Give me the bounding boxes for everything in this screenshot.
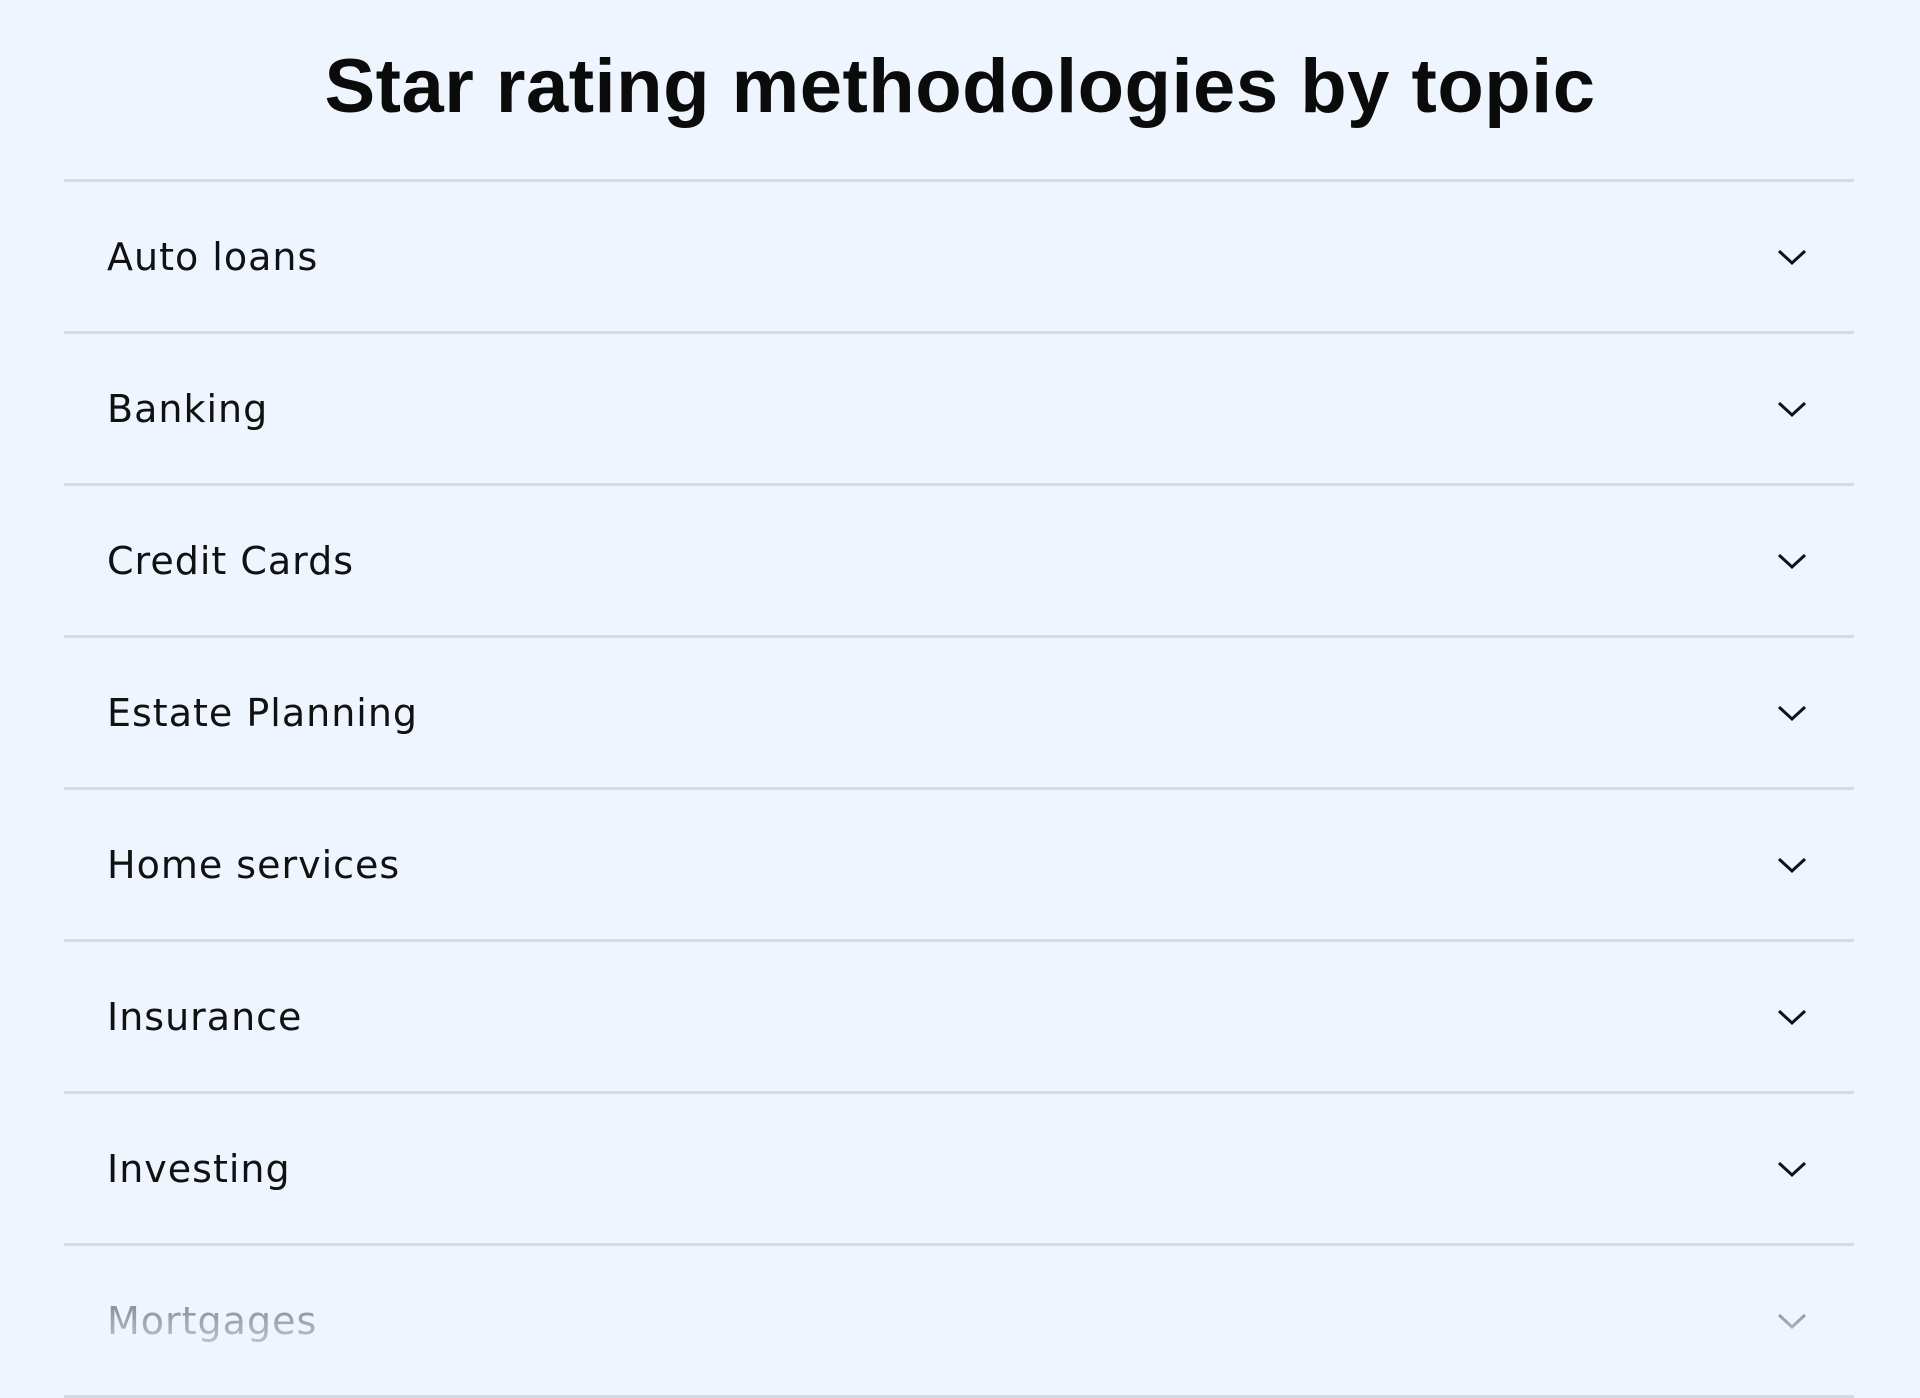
chevron-down[interactable]	[1776, 855, 1808, 875]
item-label: Mortgages	[107, 1298, 318, 1343]
item-label: Insurance	[107, 994, 303, 1039]
item-label: Home services	[107, 842, 401, 887]
page: Star rating methodologies by topic Auto …	[0, 44, 1920, 1398]
page-title: Star rating methodologies by topic	[324, 44, 1596, 129]
item-label: Credit Cards	[107, 538, 355, 583]
chevron-down[interactable]	[1776, 703, 1808, 723]
accordion-item[interactable]: Estate Planning	[64, 638, 1854, 790]
chevron-down[interactable]	[1776, 551, 1808, 571]
chevron-down[interactable]	[1776, 1311, 1808, 1331]
accordion-item[interactable]: Home services	[64, 790, 1854, 942]
accordion-item[interactable]: Investing	[64, 1094, 1854, 1246]
chevron-down[interactable]	[1776, 399, 1808, 419]
accordion-item[interactable]: Mortgages	[64, 1246, 1854, 1398]
chevron-down[interactable]	[1776, 1007, 1808, 1027]
chevron-down[interactable]	[1776, 247, 1808, 267]
accordion: Auto loans Banking Credit Cards Estate Plan…	[64, 179, 1854, 1398]
item-label: Auto loans	[107, 234, 319, 279]
item-label: Banking	[107, 386, 269, 431]
item-label: Estate Planning	[107, 690, 419, 735]
accordion-item[interactable]: Banking	[64, 334, 1854, 486]
item-label: Investing	[107, 1146, 291, 1191]
accordion-item[interactable]: Credit Cards	[64, 486, 1854, 638]
accordion-item[interactable]: Insurance	[64, 942, 1854, 1094]
chevron-down[interactable]	[1776, 1159, 1808, 1179]
accordion-item[interactable]: Auto loans	[64, 182, 1854, 334]
